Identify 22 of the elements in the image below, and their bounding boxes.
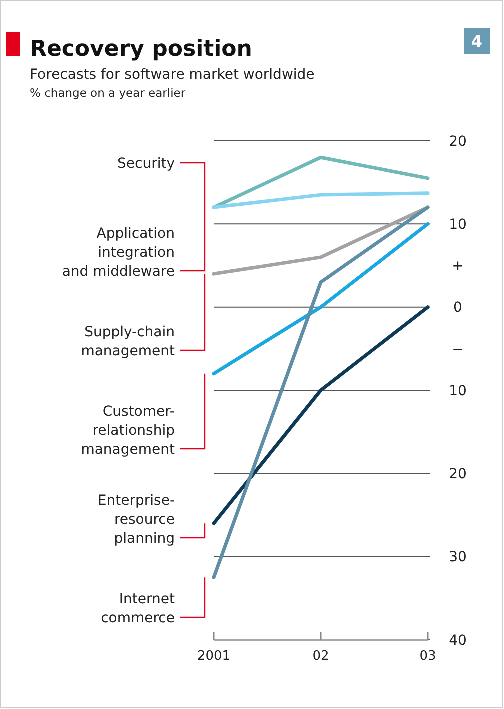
x-tick-label: 02 [312,649,330,664]
text: Application integration and middleware [62,226,175,280]
text: 4 [471,32,483,51]
chart-subtitle: Forecasts for software market worldwide [30,67,315,83]
y-tick-label: 20 [449,466,467,483]
x-tick-label: 2001 [197,649,231,664]
text: − [452,342,464,358]
y-tick-label: 20 [449,134,467,150]
text: + [452,258,464,275]
y-tick-label: 10 [449,383,467,400]
y-tick-label: 40 [449,632,467,649]
text: Internet commerce [101,591,176,626]
y-tick-label: 30 [449,550,467,566]
y-tick-label: 0 [454,300,462,316]
chart-title: Recovery position [30,37,252,62]
y-tick-label: 10 [449,217,467,234]
text: Security [118,156,175,172]
y-axis-title: % change on a year earlier [30,86,186,100]
text: Enterprise-resource planning [98,492,175,547]
text: Supply-chain management [81,324,176,360]
text: Customer-relationship management [81,404,176,458]
x-tick-label: 03 [420,649,436,664]
